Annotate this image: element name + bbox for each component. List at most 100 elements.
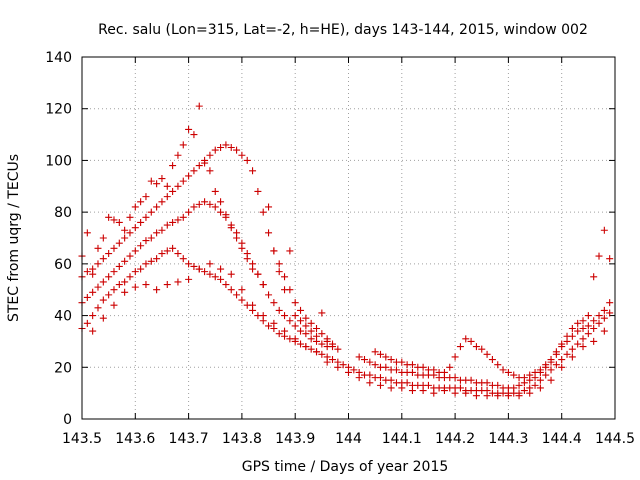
data-point [227,270,235,278]
data-point [83,229,91,237]
data-point [142,193,150,201]
data-point [211,273,219,281]
chart-title: Rec. salu (Lon=315, Lat=-2, h=HE), days … [98,22,588,38]
data-point [574,340,582,348]
data-point [270,247,278,255]
data-point [451,389,459,397]
data-point [291,335,299,343]
y-tick-label: 140 [45,50,72,66]
data-point [195,102,203,110]
data-point [249,265,257,273]
data-point [600,306,608,314]
data-point [382,363,390,371]
data-point [265,291,273,299]
data-point [574,319,582,327]
x-tick-label: 143.5 [62,431,102,447]
data-point [99,296,107,304]
data-point [334,345,342,353]
data-point [201,268,209,276]
data-point [190,203,198,211]
data-point [318,340,326,348]
data-point [227,144,235,151]
data-point [542,371,550,379]
data-point [291,312,299,320]
data-point [137,198,145,206]
data-point [99,278,107,286]
data-point [281,327,289,335]
data-point [467,376,475,384]
data-point [259,312,267,320]
data-point [121,226,129,234]
x-tick-label: 143.9 [275,431,315,447]
data-point [558,363,566,371]
data-point [606,255,614,263]
data-point [153,203,161,211]
data-point [158,250,166,258]
data-point [115,281,123,289]
data-point [600,226,608,234]
data-point [110,244,118,252]
data-point [190,131,198,139]
y-tick-label: 60 [54,257,72,273]
data-point [83,319,91,327]
data-point [499,366,507,374]
data-point [243,255,251,263]
data-point [195,200,203,208]
data-point [419,387,427,395]
x-tick-label: 143.7 [169,431,209,447]
x-axis-title: GPS time / Days of year 2015 [242,459,449,475]
data-point [526,389,534,397]
data-point [398,358,406,366]
data-point [233,291,241,299]
data-point [387,356,395,364]
data-point [174,182,182,190]
data-point [563,350,571,358]
data-point [217,275,225,283]
data-point [568,325,576,332]
data-point [563,332,571,340]
data-point [472,392,480,400]
data-point [451,374,459,382]
data-point [270,319,278,327]
data-point [334,363,342,371]
data-point [281,312,289,320]
data-point [265,322,273,330]
data-point [137,218,145,226]
y-axis-title: STEC from uqrg / TECUs [6,154,22,322]
data-point [462,389,470,397]
data-point [297,306,305,314]
data-point [483,350,491,358]
data-point [590,325,598,332]
data-point [222,211,230,219]
data-point [131,247,139,255]
data-point [121,257,129,265]
data-point [510,384,518,392]
data-point [211,146,219,154]
data-point [227,286,235,294]
data-point [206,260,214,268]
data-point [462,335,470,343]
data-point [520,374,528,382]
data-point [552,361,560,369]
data-point [115,218,123,226]
data-point [494,361,502,369]
data-point [249,167,257,175]
data-point [366,379,374,387]
data-point [105,291,113,299]
data-point [238,244,246,252]
data-point [131,224,139,232]
data-point [163,281,171,289]
data-point [371,361,379,369]
x-tick-label: 143.6 [115,431,155,447]
data-point [94,283,102,291]
data-point [217,144,225,151]
data-point [142,260,150,268]
data-point [403,379,411,387]
data-point [323,358,331,366]
data-point [185,275,193,283]
data-point [595,312,603,320]
data-point [211,187,219,195]
data-point [323,337,331,345]
data-point [126,273,134,281]
data-point [313,325,321,332]
